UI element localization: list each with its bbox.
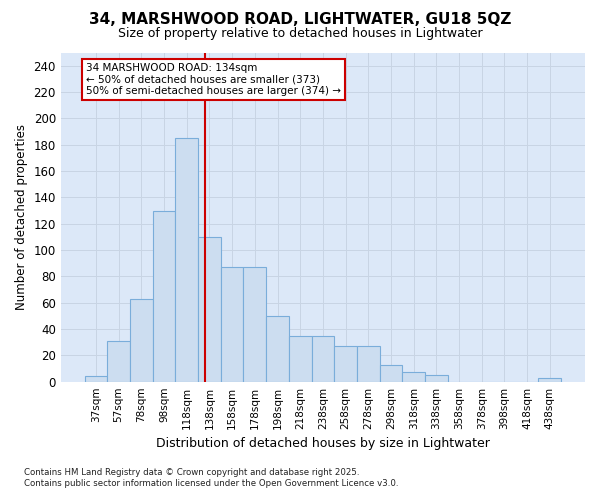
Text: 34 MARSHWOOD ROAD: 134sqm
← 50% of detached houses are smaller (373)
50% of semi: 34 MARSHWOOD ROAD: 134sqm ← 50% of detac… <box>86 63 341 96</box>
Bar <box>380 364 403 382</box>
Bar <box>357 346 380 382</box>
Text: Contains HM Land Registry data © Crown copyright and database right 2025.
Contai: Contains HM Land Registry data © Crown c… <box>24 468 398 487</box>
Bar <box>198 237 221 382</box>
Bar <box>538 378 561 382</box>
Bar <box>403 372 425 382</box>
Bar <box>85 376 107 382</box>
Bar <box>425 375 448 382</box>
Text: 34, MARSHWOOD ROAD, LIGHTWATER, GU18 5QZ: 34, MARSHWOOD ROAD, LIGHTWATER, GU18 5QZ <box>89 12 511 28</box>
Bar <box>130 298 152 382</box>
Y-axis label: Number of detached properties: Number of detached properties <box>15 124 28 310</box>
Bar <box>175 138 198 382</box>
Bar <box>289 336 311 382</box>
Bar <box>311 336 334 382</box>
Bar <box>334 346 357 382</box>
Text: Size of property relative to detached houses in Lightwater: Size of property relative to detached ho… <box>118 28 482 40</box>
Bar <box>244 267 266 382</box>
Bar <box>152 210 175 382</box>
X-axis label: Distribution of detached houses by size in Lightwater: Distribution of detached houses by size … <box>156 437 490 450</box>
Bar <box>221 267 244 382</box>
Bar <box>107 341 130 382</box>
Bar <box>266 316 289 382</box>
